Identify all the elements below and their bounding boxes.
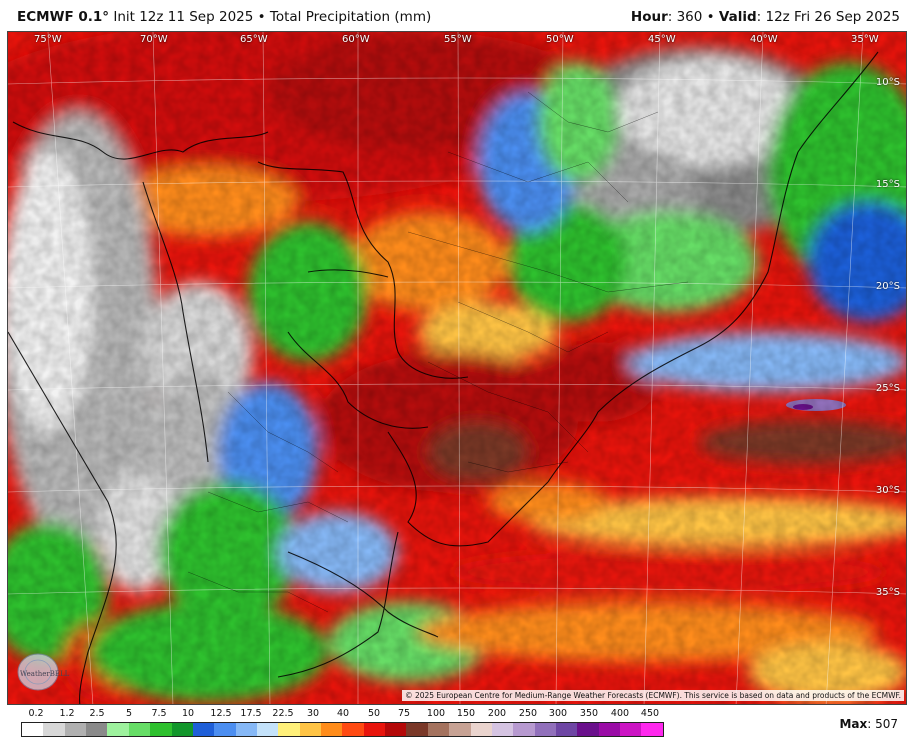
legend-tick: 300 — [548, 708, 568, 719]
legend-swatch — [598, 723, 621, 736]
map-title: ECMWF 0.1° Init 12z 11 Sep 2025 • Total … — [17, 9, 431, 25]
legend-tick: 400 — [610, 708, 630, 719]
legend-tick: 7.5 — [151, 708, 167, 719]
lat-label: 20°S — [875, 281, 900, 292]
legend-swatch — [192, 723, 215, 736]
valid-label: Valid — [718, 9, 757, 25]
lat-label: 35°S — [875, 587, 900, 598]
legend-tick: 350 — [579, 708, 599, 719]
legend-tick: 75 — [397, 708, 411, 719]
legend-tick: 100 — [426, 708, 446, 719]
legend-swatch — [555, 723, 578, 736]
map-canvas — [8, 32, 906, 704]
header: ECMWF 0.1° Init 12z 11 Sep 2025 • Total … — [0, 0, 914, 31]
legend-swatch — [171, 723, 193, 736]
legend-tick: 150 — [456, 708, 476, 719]
legend-swatch — [22, 723, 44, 736]
lon-label: 50°W — [546, 34, 574, 45]
legend-swatch — [256, 723, 279, 736]
legend-swatch — [620, 723, 642, 736]
lon-label: 70°W — [140, 34, 168, 45]
legend-tick: 1.2 — [59, 708, 75, 719]
legend-tick: 50 — [367, 708, 381, 719]
legend-swatch — [577, 723, 599, 736]
legend-swatch — [491, 723, 514, 736]
hour-label: Hour — [630, 9, 668, 25]
legend-swatch — [128, 723, 151, 736]
valid-value: : 12z Fri 26 Sep 2025 — [756, 9, 900, 25]
legend-tick: 0.2 — [28, 708, 44, 719]
legend-swatch — [214, 723, 236, 736]
legend-tick: 40 — [336, 708, 350, 719]
legend-swatch — [449, 723, 471, 736]
legend-swatch — [513, 723, 535, 736]
legend-swatch — [321, 723, 343, 736]
legend-tick: 22.5 — [272, 708, 294, 719]
hour-value: : 360 — [667, 9, 703, 25]
legend-colorbar — [21, 722, 664, 737]
max-label: Max — [839, 717, 868, 731]
init-time: Init 12z 11 Sep 2025 — [113, 9, 254, 25]
lon-label: 45°W — [648, 34, 676, 45]
legend-swatch — [235, 723, 257, 736]
weatherbell-logo: WeatherBELL — [16, 652, 78, 692]
lon-label: 35°W — [851, 34, 879, 45]
legend-tick: 17.5 — [240, 708, 262, 719]
legend-tick: 250 — [518, 708, 538, 719]
legend-swatch — [534, 723, 556, 736]
legend-swatch — [342, 723, 364, 736]
legend-tick: 5 — [125, 708, 133, 719]
legend-swatch — [385, 723, 407, 736]
svg-text:WeatherBELL: WeatherBELL — [20, 670, 70, 678]
legend-swatch — [427, 723, 450, 736]
max-number: : 507 — [867, 717, 898, 731]
legend-ticks: 0.2 1.2 2.5 5 7.5 10 12.5 17.5 22.5 30 4… — [0, 708, 914, 720]
copyright-notice: © 2025 European Centre for Medium-Range … — [402, 690, 904, 701]
title-separator-2: • — [706, 9, 715, 25]
title-separator: • — [257, 9, 266, 25]
lon-label: 60°W — [342, 34, 370, 45]
forecast-time: Hour: 360 • Valid: 12z Fri 26 Sep 2025 — [631, 9, 900, 25]
state-borders — [187, 91, 689, 613]
model-name: ECMWF 0.1° — [17, 9, 110, 25]
legend-tick: 450 — [640, 708, 660, 719]
legend-swatch — [406, 723, 428, 736]
legend-swatch — [64, 723, 87, 736]
lat-label: 30°S — [875, 485, 900, 496]
legend-tick: 2.5 — [89, 708, 105, 719]
legend-tick: 10 — [181, 708, 195, 719]
lat-label: 10°S — [875, 77, 900, 88]
legend-tick: 200 — [487, 708, 507, 719]
legend-swatch — [299, 723, 322, 736]
legend-swatch — [278, 723, 300, 736]
lon-label: 65°W — [240, 34, 268, 45]
field-name: Total Precipitation (mm) — [269, 9, 432, 25]
legend-swatch — [86, 723, 108, 736]
lon-label: 40°W — [750, 34, 778, 45]
legend-tick: 30 — [306, 708, 320, 719]
lat-label: 15°S — [875, 179, 900, 190]
legend-swatch — [470, 723, 492, 736]
lat-label: 25°S — [875, 383, 900, 394]
max-value: Max: 507 — [839, 717, 898, 731]
legend-tick: 12.5 — [210, 708, 232, 719]
country-borders — [8, 51, 879, 704]
legend-swatch — [107, 723, 129, 736]
lon-label: 75°W — [34, 34, 62, 45]
legend-swatch — [641, 723, 663, 736]
legend-swatch — [43, 723, 65, 736]
legend-swatch — [363, 723, 386, 736]
lon-label: 55°W — [444, 34, 472, 45]
precipitation-map: 75°W 70°W 65°W 60°W 55°W 50°W 45°W 40°W … — [7, 31, 907, 705]
legend-swatch — [150, 723, 172, 736]
